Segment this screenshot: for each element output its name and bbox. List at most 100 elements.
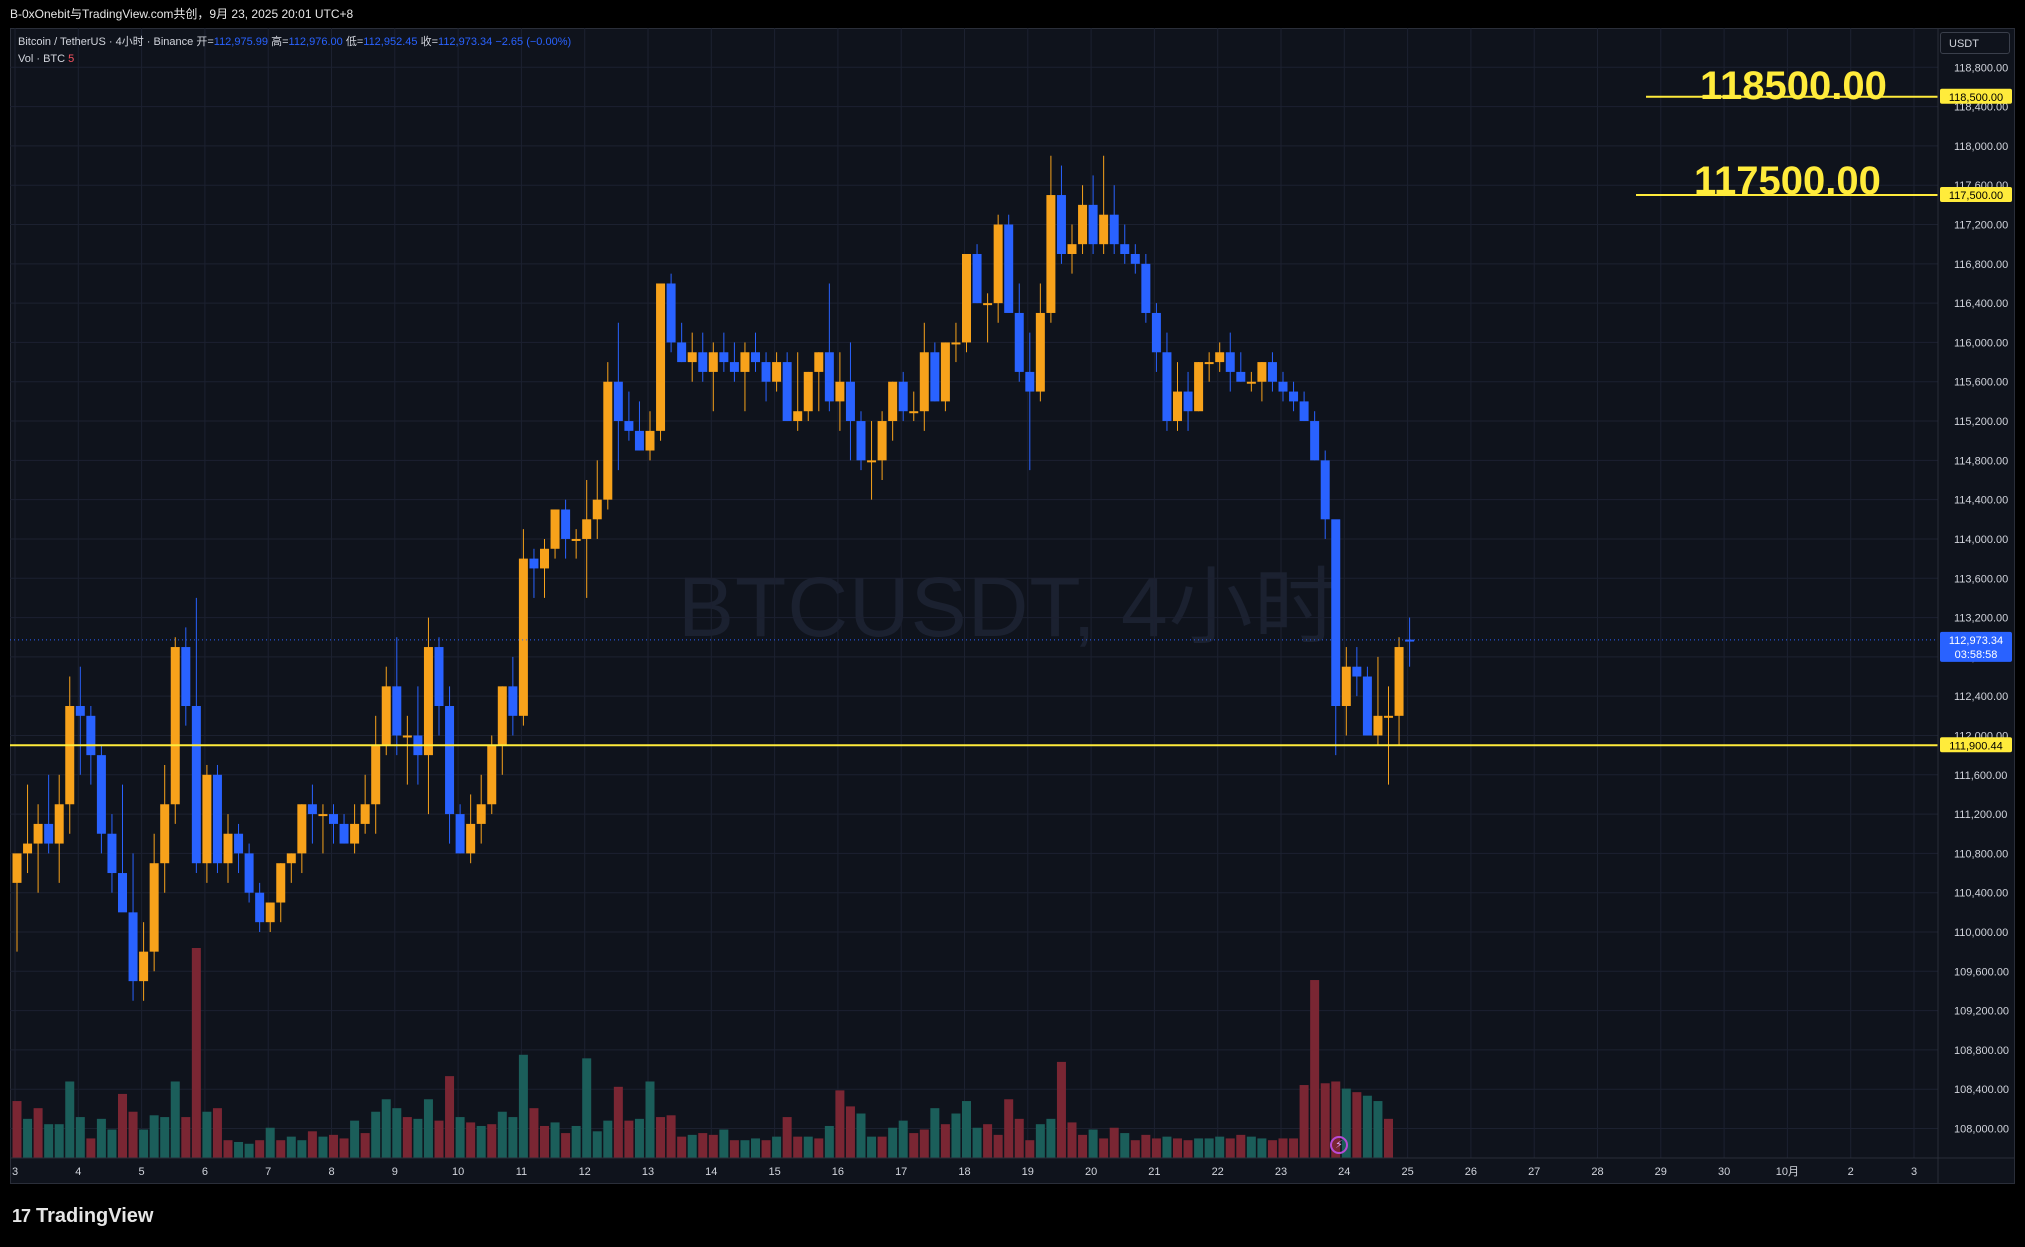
candle-body[interactable] <box>1341 666 1351 706</box>
label-118500[interactable]: 118500.00 <box>1700 64 1887 108</box>
candle-body[interactable] <box>898 381 908 412</box>
candle-body[interactable] <box>1067 244 1077 254</box>
candle-body[interactable] <box>1046 195 1056 313</box>
candle-body[interactable] <box>276 863 286 903</box>
candle-body[interactable] <box>202 774 212 864</box>
candle-body[interactable] <box>371 745 381 805</box>
candle-body[interactable] <box>1246 381 1256 384</box>
candle-body[interactable] <box>613 381 623 422</box>
candle-body[interactable] <box>318 814 328 817</box>
candle-body[interactable] <box>719 352 729 363</box>
candle-body[interactable] <box>191 706 201 864</box>
label-117500[interactable]: 117500.00 <box>1694 159 1881 203</box>
candle-body[interactable] <box>487 745 497 805</box>
candle-body[interactable] <box>962 254 971 343</box>
candle-body[interactable] <box>128 912 138 982</box>
candle-body[interactable] <box>107 833 117 874</box>
candle-body[interactable] <box>1025 371 1035 392</box>
candle-body[interactable] <box>286 853 296 864</box>
candle-body[interactable] <box>835 381 845 402</box>
candle-body[interactable] <box>466 823 476 854</box>
candle-body[interactable] <box>297 804 307 854</box>
candle-body[interactable] <box>708 352 718 372</box>
candle-body[interactable] <box>603 381 613 500</box>
candle-body[interactable] <box>1014 312 1024 372</box>
candle-body[interactable] <box>1004 224 1014 313</box>
candle-body[interactable] <box>265 902 275 923</box>
candle-body[interactable] <box>592 499 602 520</box>
candle-body[interactable] <box>1299 401 1309 422</box>
candle-body[interactable] <box>571 538 581 541</box>
candle-body[interactable] <box>909 411 919 414</box>
candle-body[interactable] <box>1373 715 1383 736</box>
candle-body[interactable] <box>919 352 929 412</box>
candle-body[interactable] <box>139 951 149 982</box>
candle-body[interactable] <box>782 362 792 422</box>
candle-body[interactable] <box>96 755 106 834</box>
candle-body[interactable] <box>677 342 687 363</box>
candle-body[interactable] <box>1394 647 1404 716</box>
candle-body[interactable] <box>223 833 233 864</box>
candle-body[interactable] <box>392 686 402 736</box>
candle-body[interactable] <box>1109 214 1119 245</box>
candle-body[interactable] <box>656 283 666 431</box>
candle-body[interactable] <box>476 804 486 824</box>
candle-body[interactable] <box>12 853 22 883</box>
candle-body[interactable] <box>877 421 887 461</box>
candle-body[interactable] <box>255 892 265 923</box>
candle-body[interactable] <box>1130 254 1140 264</box>
candle-body[interactable] <box>634 430 644 451</box>
candle-body[interactable] <box>1035 312 1045 392</box>
candle-body[interactable] <box>307 804 317 815</box>
candle-body[interactable] <box>423 647 433 756</box>
candle-body[interactable] <box>170 647 180 805</box>
candle-body[interactable] <box>1384 715 1393 718</box>
candle-body[interactable] <box>803 371 813 412</box>
candle-body[interactable] <box>983 303 993 306</box>
candle-body[interactable] <box>149 863 159 952</box>
candle-body[interactable] <box>687 352 697 363</box>
candle-body[interactable] <box>1078 204 1088 245</box>
candle-body[interactable] <box>1352 666 1362 677</box>
candle-body[interactable] <box>845 381 855 422</box>
candle-body[interactable] <box>814 352 824 372</box>
chart-panel[interactable] <box>10 28 2015 1184</box>
candle-body[interactable] <box>360 804 370 824</box>
candle-body[interactable] <box>540 548 549 569</box>
candle-body[interactable] <box>23 843 33 854</box>
candle-body[interactable] <box>550 509 560 549</box>
candle-body[interactable] <box>329 814 338 824</box>
candle-body[interactable] <box>1183 391 1193 412</box>
candle-body[interactable] <box>666 283 676 343</box>
candle-body[interactable] <box>75 706 85 716</box>
candle-body[interactable] <box>867 460 877 463</box>
candle-body[interactable] <box>339 823 349 844</box>
candle-body[interactable] <box>402 735 412 738</box>
candle-body[interactable] <box>118 873 127 913</box>
candle-body[interactable] <box>645 430 655 451</box>
candle-body[interactable] <box>1331 519 1341 706</box>
candle-body[interactable] <box>624 421 634 431</box>
candle-body[interactable] <box>1099 214 1109 245</box>
lightning-alert-icon[interactable]: ⚡ <box>1330 1136 1348 1154</box>
candle-body[interactable] <box>1236 371 1246 382</box>
candle-body[interactable] <box>445 706 455 815</box>
candle-body[interactable] <box>455 814 465 854</box>
candlestick-chart[interactable]: 108,000.00 108,400.00 108,800.00 109,200.00… <box>10 28 2015 1184</box>
candle-body[interactable] <box>1289 391 1299 402</box>
candle-body[interactable] <box>434 647 444 706</box>
candle-body[interactable] <box>1362 676 1372 736</box>
candle-body[interactable] <box>1225 352 1235 372</box>
currency-selector[interactable]: USDT <box>1940 32 2010 54</box>
candle-body[interactable] <box>1204 362 1214 365</box>
candle-body[interactable] <box>1120 244 1130 254</box>
candle-body[interactable] <box>582 519 592 539</box>
candle-body[interactable] <box>793 411 803 422</box>
candle-body[interactable] <box>1310 421 1320 461</box>
candle-body[interactable] <box>940 342 950 402</box>
candle-body[interactable] <box>181 647 191 706</box>
candle-body[interactable] <box>234 833 244 854</box>
candle-body[interactable] <box>1151 312 1161 353</box>
candle-body[interactable] <box>212 774 222 864</box>
legend-symbol[interactable]: Bitcoin / TetherUS · 4小时 · Binance <box>18 36 194 48</box>
